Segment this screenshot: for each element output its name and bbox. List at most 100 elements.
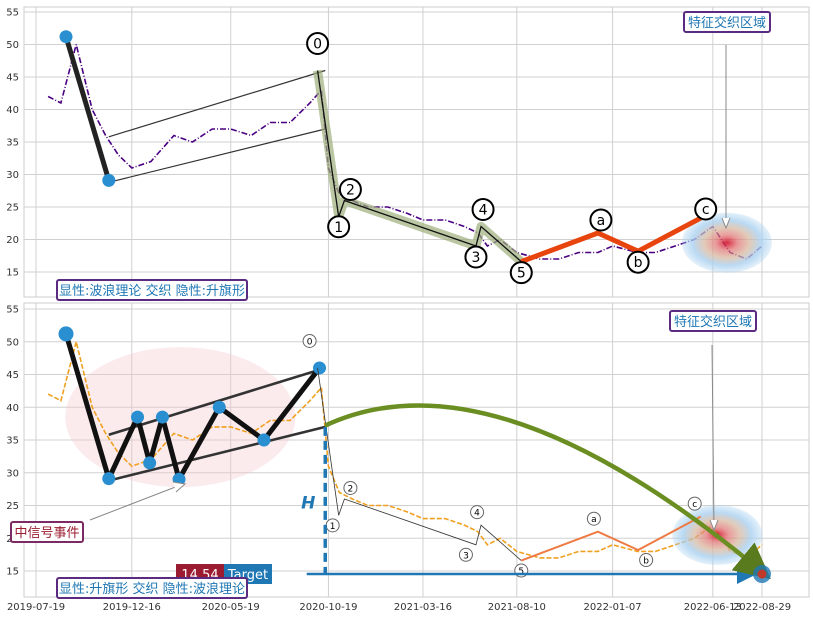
flag-point	[102, 472, 116, 486]
panel-top: 152025303540455055特征交织区域012345abc显性:波浪理论…	[6, 6, 810, 301]
x-tick-label: 2020-10-19	[299, 602, 357, 613]
y-tick-label: 25	[6, 203, 19, 214]
panel-bottom: 152025303540455055特征交织区域012345abcH14.54T…	[6, 302, 810, 613]
wave-label: 2	[346, 183, 355, 199]
signal-event-label: 中信号事件	[14, 526, 79, 541]
wave-label-circle	[694, 197, 718, 221]
y-tick-label: 45	[6, 73, 19, 84]
flag-region-ellipse	[65, 347, 296, 488]
flag-channel-lower	[108, 128, 326, 183]
pattern-tag: 显性:波浪理论 交织 隐性:升旗形	[59, 283, 245, 299]
y-tick-label: 25	[6, 501, 19, 512]
wave-label-circle	[464, 245, 488, 269]
wave-label: 1	[330, 522, 336, 532]
y-tick-label: 30	[6, 170, 19, 181]
y-tick-label: 15	[6, 268, 19, 279]
x-tick-label: 2020-05-19	[202, 602, 260, 613]
y-tick-label: 55	[6, 305, 19, 316]
wave-label-circle	[639, 553, 654, 568]
y-tick-label: 35	[6, 436, 19, 447]
wave-label-circle	[470, 505, 485, 520]
feature-zone-box	[683, 11, 771, 33]
wave-label-circle	[306, 32, 330, 55]
wave-label-circle	[471, 198, 495, 221]
y-tick-label: 50	[6, 40, 19, 51]
wave-point	[59, 30, 73, 44]
wave-label: 5	[518, 567, 524, 577]
wave-label: 5	[517, 266, 526, 282]
feature-zone-box	[669, 310, 757, 332]
pattern-tag-box	[56, 279, 248, 301]
y-tick-label: 45	[6, 370, 19, 381]
wave-label: a	[591, 515, 597, 525]
x-tick-label: 2021-08-10	[488, 602, 546, 613]
y-tick-label: 50	[6, 337, 19, 348]
price-line	[47, 44, 763, 260]
projection-arc	[324, 403, 771, 580]
wave-label: 1	[334, 220, 343, 236]
impulse-line	[316, 70, 522, 263]
x-tick-label: 2019-07-19	[7, 602, 65, 613]
flag-point	[58, 326, 74, 342]
pattern-tag: 显性:升旗形 交织 隐性:波浪理论	[59, 581, 245, 597]
feature-zone-arrowhead	[721, 217, 731, 230]
height-label: H	[301, 494, 315, 514]
wave-label: b	[643, 557, 649, 567]
wave-label: 3	[471, 250, 480, 266]
wave-label: 0	[313, 37, 322, 53]
feature-zone-arrowhead	[709, 519, 719, 532]
wave-point	[102, 173, 116, 187]
feature-zone-label: 特征交织区域	[674, 314, 752, 330]
y-tick-label: 35	[6, 138, 19, 149]
wave-label-circle	[458, 547, 473, 562]
wave-label-circle	[509, 261, 533, 285]
flag-point	[212, 400, 226, 414]
x-tick-label: 2019-12-16	[103, 602, 161, 613]
wave-label-circle	[626, 250, 650, 274]
flag-point	[155, 410, 169, 424]
y-tick-label: 30	[6, 468, 19, 479]
flag-point	[131, 410, 145, 424]
x-tick-label: 2022-08-29	[733, 602, 791, 613]
flag-point	[313, 361, 327, 375]
flag-point	[143, 456, 157, 470]
wave-label-circle	[343, 480, 358, 495]
wave-label: c	[692, 500, 697, 510]
corrective-line	[520, 215, 702, 264]
feature-zone	[681, 212, 772, 273]
wave-label: 4	[474, 509, 480, 519]
plot-frame	[23, 6, 810, 298]
wave-label: 3	[463, 551, 469, 561]
flag-channel-lower	[108, 425, 326, 482]
wave-label: 0	[307, 337, 313, 347]
wave-label-circle	[586, 511, 601, 526]
signal-event-pointer	[89, 485, 179, 521]
y-tick-label: 20	[6, 235, 19, 246]
wave-label-circle	[302, 333, 317, 348]
wave-label-circle	[327, 215, 351, 239]
wave-label: b	[634, 255, 643, 271]
flag-point	[257, 433, 271, 447]
wave-leg-a	[63, 35, 112, 182]
feature-zone-pointer	[711, 344, 715, 529]
x-tick-label: 2022-01-07	[584, 602, 642, 613]
wave-label: 4	[479, 203, 488, 219]
wave-label-circle	[687, 496, 702, 511]
wave-label-circle	[589, 208, 613, 232]
x-tick-label: 2022-06-13	[684, 602, 742, 613]
y-tick-label: 40	[6, 105, 19, 116]
wave-label: 2	[348, 484, 354, 494]
signal-event-box	[10, 521, 84, 543]
y-tick-label: 15	[6, 567, 19, 578]
y-tick-label: 55	[6, 8, 19, 19]
wave-label: c	[702, 202, 710, 218]
x-tick-label: 2021-03-16	[394, 602, 452, 613]
feature-zone-label: 特征交织区域	[688, 15, 766, 31]
wave-thin-line	[317, 367, 522, 561]
wave-label-circle	[338, 178, 362, 201]
wave-label: a	[597, 213, 606, 229]
wave-corrective-thin	[520, 515, 702, 562]
signal-event-arrowhead	[172, 481, 187, 493]
target-point-inner	[757, 569, 767, 579]
